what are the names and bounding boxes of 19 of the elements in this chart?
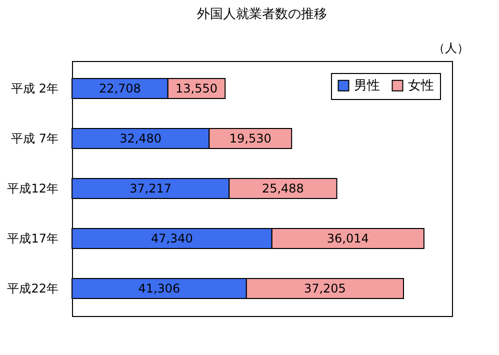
data-label: 32,480 bbox=[120, 132, 162, 146]
data-label: 22,708 bbox=[98, 82, 141, 96]
y-tick-label: 平成17年 bbox=[7, 232, 58, 246]
data-label: 37,205 bbox=[304, 282, 346, 296]
legend-label: 男性 bbox=[354, 78, 380, 94]
data-label: 47,340 bbox=[150, 232, 193, 246]
data-label: 25,488 bbox=[262, 182, 304, 196]
y-tick-label: 平成22年 bbox=[7, 282, 58, 296]
data-label: 13,550 bbox=[175, 82, 218, 96]
data-label: 41,306 bbox=[138, 282, 180, 296]
data-label: 37,217 bbox=[130, 182, 172, 196]
y-tick-label: 平成 7年 bbox=[11, 132, 58, 146]
legend-label: 女性 bbox=[408, 78, 434, 94]
y-tick-label: 平成12年 bbox=[7, 182, 58, 196]
text: （人） bbox=[433, 40, 469, 57]
y-tick-label: 平成 2年 bbox=[11, 82, 58, 96]
data-label: 36,014 bbox=[326, 232, 369, 246]
chart-title: 外国人就業者数の推移 bbox=[197, 7, 327, 22]
data-label: 19,530 bbox=[229, 132, 272, 146]
